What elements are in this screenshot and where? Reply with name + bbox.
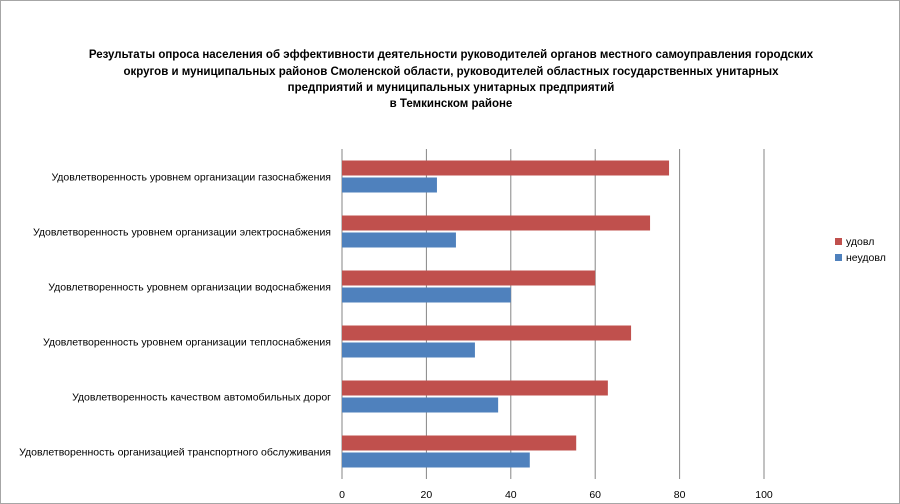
category-label: Удовлетворенность уровнем организации га… [51,172,331,184]
x-tick-label: 0 [339,489,345,501]
x-tick-label: 40 [505,489,517,501]
bar-neudovl [342,232,456,248]
category-label: Удовлетворенность уровнем организации эл… [33,227,331,239]
chart-title-line: округов и муниципальных районов Смоленск… [123,66,779,78]
bar-udovl [342,325,632,341]
chart-title-line: Результаты опроса населения об эффективн… [89,49,814,61]
bar-udovl [342,380,608,396]
bar-udovl [342,160,670,176]
x-tick-label: 20 [421,489,433,501]
category-labels: Удовлетворенность уровнем организации га… [19,172,331,459]
category-label: Удовлетворенность уровнем организации во… [48,282,331,294]
chart-title-line: в Темкинском районе [390,98,513,110]
legend-swatch-neudovl [835,254,842,261]
chart-title-line: предприятий и муниципальных унитарных пр… [288,82,615,94]
legend-label: неудовл [846,252,886,264]
x-tick-label: 80 [674,489,686,501]
legend-swatch-udovl [835,238,842,245]
bar-neudovl [342,287,511,303]
bars [342,160,670,468]
legend: удовл неудовл [835,236,886,264]
x-tick-label: 100 [755,489,773,501]
chart-title: Результаты опроса населения об эффективн… [89,49,814,110]
x-tick-label: 60 [589,489,601,501]
category-label: Удовлетворенность качеством автомобильны… [72,392,331,404]
bar-neudovl [342,397,499,413]
x-axis-tick-labels: 0 20 40 60 80 100 [339,489,773,501]
category-label: Удовлетворенность организацией транспорт… [19,447,331,459]
gridlines [341,149,765,479]
bar-udovl [342,435,577,451]
bar-udovl [342,270,596,286]
legend-label: удовл [846,236,874,248]
bar-neudovl [342,452,530,468]
bar-neudovl [342,342,475,358]
bar-udovl [342,215,651,231]
bar-neudovl [342,177,437,193]
category-label: Удовлетворенность уровнем организации те… [43,337,331,349]
